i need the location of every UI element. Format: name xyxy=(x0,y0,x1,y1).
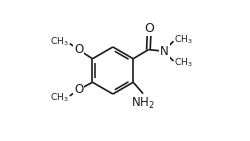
Text: CH$_3$: CH$_3$ xyxy=(50,91,69,104)
Text: N: N xyxy=(160,45,169,58)
Text: CH$_3$: CH$_3$ xyxy=(174,56,193,69)
Text: CH$_3$: CH$_3$ xyxy=(174,34,193,46)
Text: O: O xyxy=(74,83,84,96)
Text: NH$_2$: NH$_2$ xyxy=(132,96,155,111)
Text: CH$_3$: CH$_3$ xyxy=(50,36,69,48)
Text: O: O xyxy=(74,43,84,56)
Text: O: O xyxy=(144,22,154,35)
